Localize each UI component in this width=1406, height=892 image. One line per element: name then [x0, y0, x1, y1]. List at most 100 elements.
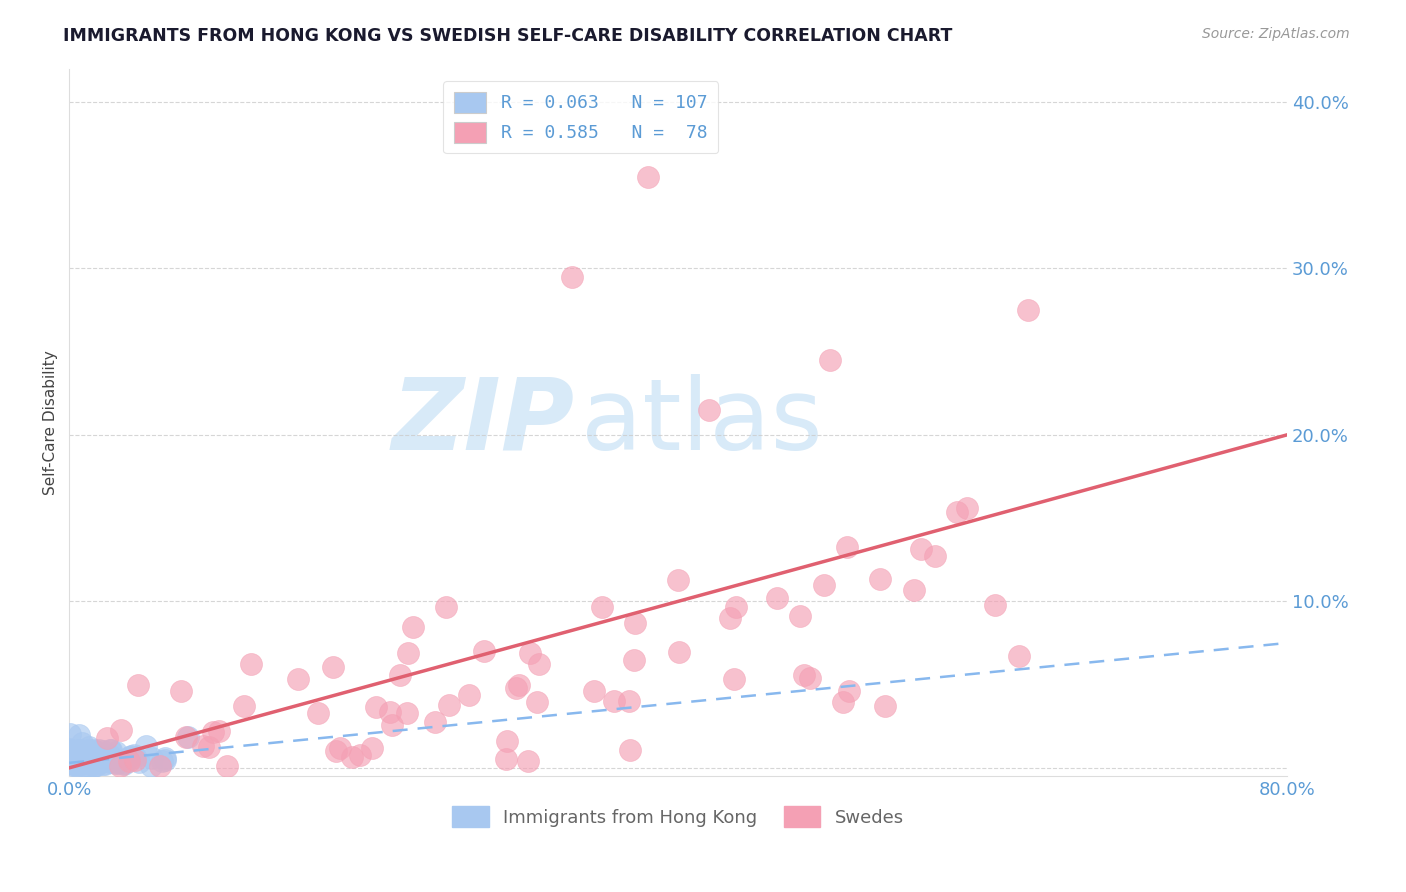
Point: [561, 269, 583, 284]
Point: [128, 755, 150, 769]
Point: [97, 749, 120, 764]
Point: [67, 756, 90, 771]
Point: [62, 750, 84, 764]
Point: [67, 752, 90, 766]
Point: [141, 750, 163, 764]
Point: [517, 754, 540, 768]
Point: [150, 754, 173, 768]
Point: [59, 747, 82, 762]
Point: [79, 755, 101, 769]
Point: [723, 672, 745, 686]
Point: [361, 741, 384, 756]
Point: [526, 695, 548, 709]
Point: [104, 745, 127, 759]
Point: [94, 756, 117, 771]
Point: [60, 754, 83, 768]
Text: IMMIGRANTS FROM HONG KONG VS SWEDISH SELF-CARE DISABILITY CORRELATION CHART: IMMIGRANTS FROM HONG KONG VS SWEDISH SEL…: [63, 27, 953, 45]
Point: [94, 750, 117, 764]
Point: [69, 743, 91, 757]
Point: [67, 756, 90, 770]
Point: [831, 695, 853, 709]
Point: [75, 759, 97, 773]
Point: [93, 748, 115, 763]
Point: [153, 754, 176, 768]
Point: [98, 752, 121, 766]
Point: [725, 600, 748, 615]
Point: [77, 759, 100, 773]
Point: [117, 755, 139, 769]
Point: [98, 743, 121, 757]
Point: [100, 743, 122, 757]
Text: atlas: atlas: [581, 374, 823, 471]
Point: [59, 756, 82, 771]
Point: [70, 756, 93, 771]
Point: [508, 678, 530, 692]
Point: [70, 736, 93, 750]
Point: [240, 657, 263, 671]
Point: [103, 753, 125, 767]
Point: [423, 714, 446, 729]
Point: [63, 745, 86, 759]
Point: [124, 747, 146, 762]
Point: [59, 750, 82, 764]
Point: [820, 352, 842, 367]
Point: [59, 745, 82, 759]
Point: [169, 683, 191, 698]
Point: [103, 756, 125, 771]
Point: [402, 620, 425, 634]
Point: [84, 745, 107, 759]
Point: [582, 684, 605, 698]
Point: [79, 743, 101, 757]
Point: [322, 660, 344, 674]
Point: [697, 402, 720, 417]
Point: [96, 731, 118, 745]
Point: [87, 743, 110, 757]
Point: [527, 657, 550, 671]
Point: [69, 743, 91, 757]
Point: [215, 759, 238, 773]
Point: [86, 746, 108, 760]
Point: [91, 757, 114, 772]
Point: [63, 753, 86, 767]
Text: ZIP: ZIP: [392, 374, 575, 471]
Point: [623, 652, 645, 666]
Point: [65, 759, 87, 773]
Point: [63, 756, 86, 770]
Point: [66, 747, 89, 762]
Point: [69, 748, 91, 763]
Point: [495, 752, 517, 766]
Point: [396, 646, 419, 660]
Point: [84, 754, 107, 768]
Point: [869, 572, 891, 586]
Point: [112, 756, 135, 770]
Point: [395, 706, 418, 720]
Point: [79, 753, 101, 767]
Point: [505, 681, 527, 695]
Point: [110, 723, 132, 737]
Point: [1017, 302, 1039, 317]
Point: [307, 706, 329, 720]
Point: [77, 746, 100, 760]
Point: [903, 583, 925, 598]
Point: [149, 759, 172, 773]
Point: [118, 750, 141, 764]
Point: [73, 755, 96, 769]
Point: [60, 753, 83, 767]
Point: [107, 756, 129, 771]
Point: [67, 755, 90, 769]
Point: [177, 730, 200, 744]
Point: [766, 591, 789, 606]
Point: [69, 747, 91, 762]
Text: Source: ZipAtlas.com: Source: ZipAtlas.com: [1202, 27, 1350, 41]
Point: [437, 698, 460, 712]
Point: [155, 751, 177, 765]
Point: [62, 747, 84, 761]
Y-axis label: Self-Care Disability: Self-Care Disability: [44, 350, 58, 495]
Point: [79, 748, 101, 763]
Point: [77, 739, 100, 754]
Point: [624, 615, 647, 630]
Point: [378, 706, 401, 720]
Point: [124, 753, 146, 767]
Point: [637, 169, 659, 184]
Legend: Immigrants from Hong Kong, Swedes: Immigrants from Hong Kong, Swedes: [446, 799, 911, 834]
